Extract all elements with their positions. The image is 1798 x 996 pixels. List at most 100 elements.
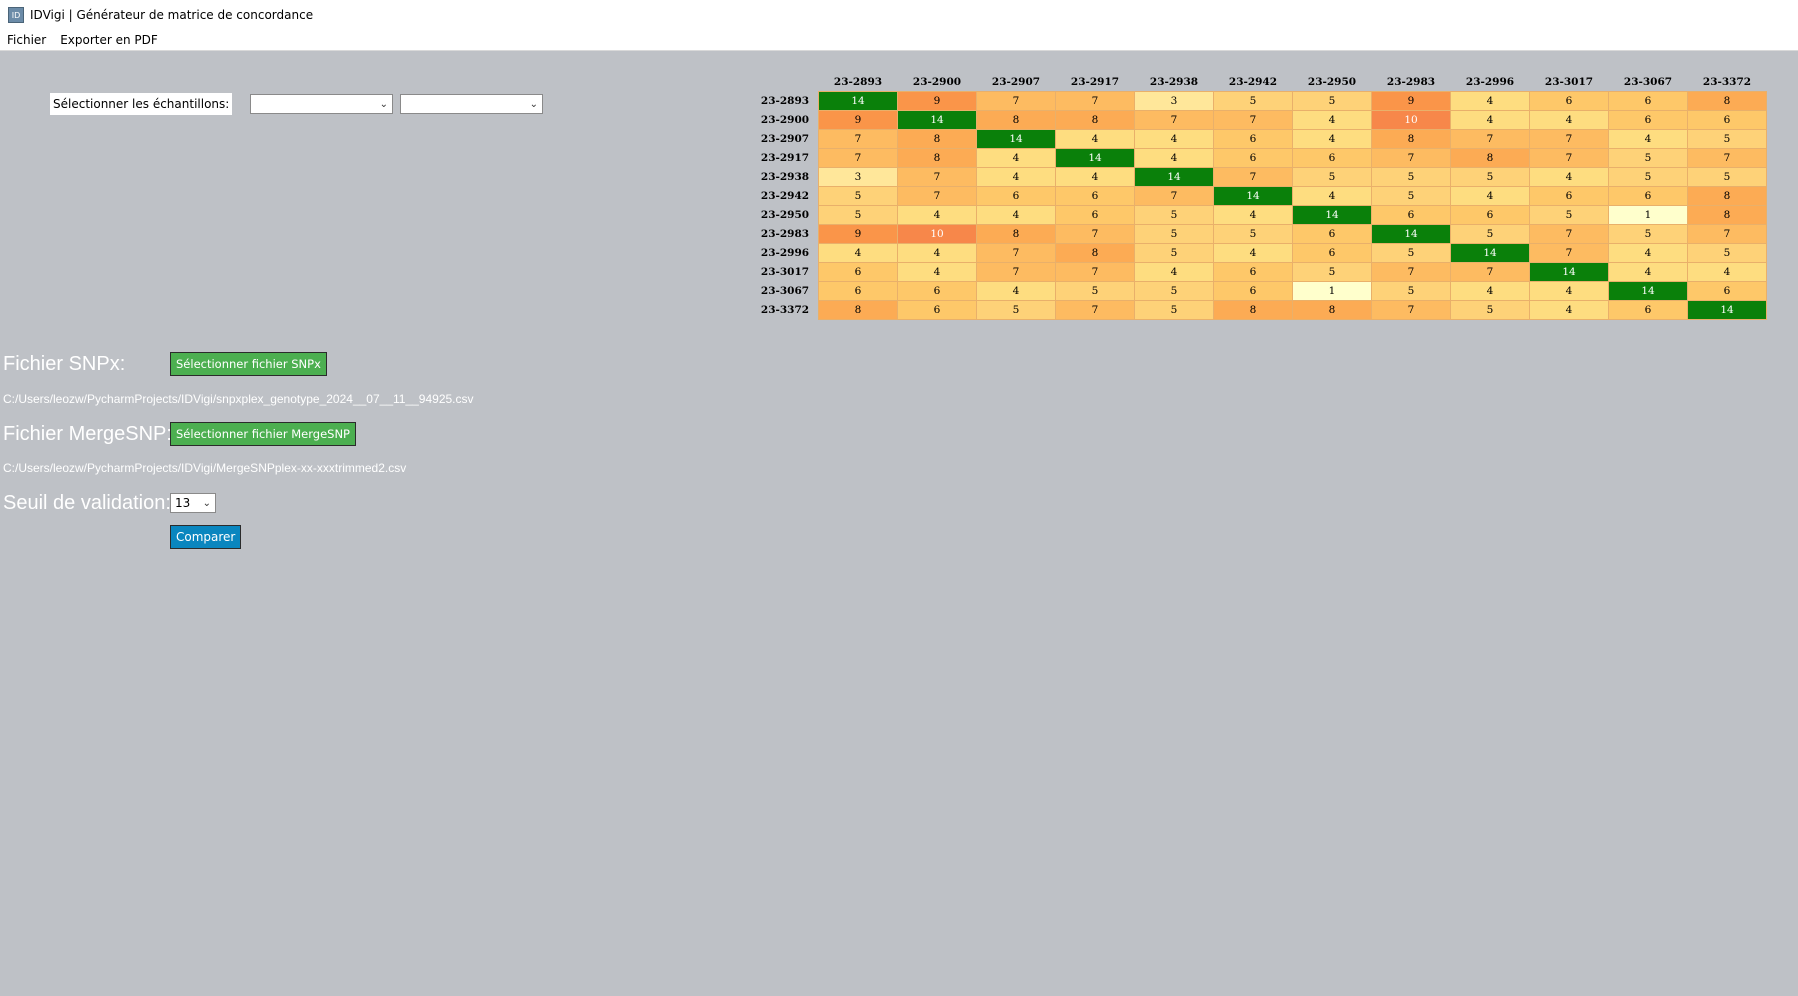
select-snpx-button[interactable]: Sélectionner fichier SNPx <box>170 352 327 376</box>
matrix-cell: 4 <box>1134 129 1214 149</box>
matrix-cell: 5 <box>1292 91 1372 111</box>
matrix-cell: 4 <box>1292 186 1372 206</box>
matrix-row-header: 23-2917 <box>760 152 810 164</box>
matrix-cell: 5 <box>1292 262 1372 282</box>
matrix-cell: 8 <box>818 300 898 320</box>
matrix-col-header: 23-2942 <box>1228 75 1278 88</box>
matrix-corner <box>752 72 819 92</box>
matrix-cell: 4 <box>1608 262 1688 282</box>
matrix-col-header: 23-3017 <box>1544 75 1594 88</box>
matrix-cell: 7 <box>1055 224 1135 244</box>
matrix-cell: 5 <box>1450 167 1530 187</box>
matrix-cell: 8 <box>897 129 977 149</box>
compare-button[interactable]: Comparer <box>170 525 242 549</box>
matrix-cell: 5 <box>1529 205 1609 225</box>
matrix-cell: 1 <box>1292 281 1372 301</box>
sample-select-2[interactable]: ⌄ <box>400 94 543 114</box>
matrix-cell: 14 <box>818 91 898 111</box>
matrix-cell: 5 <box>1213 91 1293 111</box>
matrix-cell: 8 <box>1450 148 1530 168</box>
matrix-cell: 9 <box>897 91 977 111</box>
matrix-cell: 7 <box>1529 224 1609 244</box>
matrix-cell: 14 <box>1213 186 1293 206</box>
matrix-cell: 6 <box>1529 186 1609 206</box>
matrix-cell: 14 <box>1371 224 1451 244</box>
matrix-cell: 5 <box>1608 148 1688 168</box>
matrix-cell: 7 <box>1055 300 1135 320</box>
matrix-cell: 7 <box>1529 148 1609 168</box>
matrix-cell: 5 <box>1292 167 1372 187</box>
matrix-cell: 4 <box>1450 91 1530 111</box>
matrix-cell: 4 <box>818 243 898 263</box>
matrix-cell: 4 <box>1292 129 1372 149</box>
matrix-cell: 5 <box>1687 167 1767 187</box>
matrix-cell: 14 <box>1292 205 1372 225</box>
matrix-cell: 7 <box>1450 129 1530 149</box>
threshold-select[interactable]: 13 ⌄ <box>170 493 216 513</box>
matrix-cell: 5 <box>1134 224 1214 244</box>
matrix-cell: 5 <box>976 300 1056 320</box>
matrix-row: 23-3067 6 6 4 5 5 6 1 5 4 4 14 6 <box>752 281 1767 301</box>
select-mergesnp-button[interactable]: Sélectionner fichier MergeSNP <box>170 422 356 446</box>
matrix-cell: 5 <box>1371 243 1451 263</box>
matrix-cell: 6 <box>1213 148 1293 168</box>
matrix-col-header: 23-2938 <box>1149 75 1199 88</box>
matrix-col-header: 23-2950 <box>1307 75 1357 88</box>
matrix-cell: 5 <box>1213 224 1293 244</box>
app-icon: ID <box>8 7 24 23</box>
matrix-cell: 7 <box>1055 262 1135 282</box>
matrix-cell: 7 <box>1371 262 1451 282</box>
matrix-cell: 6 <box>1371 205 1451 225</box>
matrix-row: 23-2917 7 8 4 14 4 6 6 7 8 7 5 7 <box>752 148 1767 168</box>
matrix-cell: 6 <box>976 186 1056 206</box>
menu-fichier[interactable]: Fichier <box>7 33 47 47</box>
matrix-cell: 5 <box>1608 224 1688 244</box>
matrix-cell: 5 <box>1134 281 1214 301</box>
matrix-cell: 10 <box>897 224 977 244</box>
matrix-cell: 7 <box>1687 148 1767 168</box>
matrix-cell: 6 <box>1608 300 1688 320</box>
matrix-row: 23-2900 9 14 8 8 7 7 4 10 4 4 6 6 <box>752 110 1767 130</box>
matrix-cell: 7 <box>1213 110 1293 130</box>
matrix-cell: 8 <box>1055 110 1135 130</box>
matrix-cell: 6 <box>1608 91 1688 111</box>
matrix-col-header: 23-2917 <box>1070 75 1120 88</box>
matrix-cell: 5 <box>1134 300 1214 320</box>
sample-select-1[interactable]: ⌄ <box>250 94 393 114</box>
matrix-cell: 7 <box>1687 224 1767 244</box>
matrix-cell: 7 <box>1450 262 1530 282</box>
matrix-row-header: 23-2942 <box>760 190 810 202</box>
matrix-cell: 14 <box>1134 167 1214 187</box>
matrix-row: 23-2983 9 10 8 7 5 5 6 14 5 7 5 7 <box>752 224 1767 244</box>
matrix-cell: 7 <box>897 167 977 187</box>
matrix-cell: 7 <box>818 129 898 149</box>
matrix-cell: 9 <box>1371 91 1451 111</box>
matrix-cell: 5 <box>1055 281 1135 301</box>
matrix-cell: 6 <box>1608 110 1688 130</box>
matrix-cell: 7 <box>897 186 977 206</box>
matrix-cell: 8 <box>976 110 1056 130</box>
matrix-cell: 7 <box>1371 300 1451 320</box>
matrix-cell: 6 <box>1687 281 1767 301</box>
menu-bar: Fichier Exporter en PDF <box>0 30 1798 51</box>
matrix-cell: 6 <box>1292 243 1372 263</box>
matrix-row-header: 23-3067 <box>760 285 810 297</box>
matrix-cell: 4 <box>897 205 977 225</box>
matrix-cell: 14 <box>1450 243 1530 263</box>
matrix-cell: 5 <box>1371 281 1451 301</box>
matrix-cell: 7 <box>1371 148 1451 168</box>
matrix-cell: 8 <box>1292 300 1372 320</box>
matrix-cell: 5 <box>1134 243 1214 263</box>
matrix-col-header: 23-2983 <box>1386 75 1436 88</box>
chevron-down-icon: ⌄ <box>202 497 211 509</box>
matrix-cell: 4 <box>1687 262 1767 282</box>
matrix-cell: 7 <box>1134 186 1214 206</box>
snpx-label: Fichier SNPx: <box>3 353 126 375</box>
menu-exporter-pdf[interactable]: Exporter en PDF <box>60 33 158 47</box>
matrix-row-header: 23-3017 <box>760 266 810 278</box>
matrix-cell: 1 <box>1608 205 1688 225</box>
matrix-cell: 4 <box>1213 243 1293 263</box>
matrix-cell: 14 <box>1608 281 1688 301</box>
chevron-down-icon: ⌄ <box>379 98 388 110</box>
matrix-cell: 5 <box>1687 243 1767 263</box>
